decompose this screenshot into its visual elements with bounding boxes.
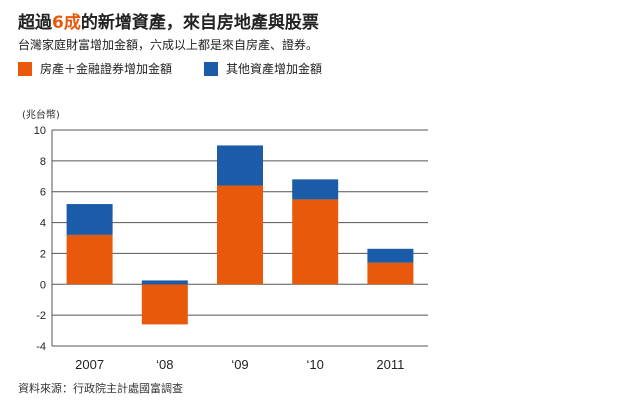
bar-orange-4 bbox=[367, 262, 414, 285]
legend-item-orange: 房產＋金融證券增加金額 bbox=[18, 60, 172, 77]
legend-label-orange: 房產＋金融證券增加金額 bbox=[40, 62, 173, 76]
chart-subtitle: 台灣家庭財富增加金額，六成以上都是來自房產、證券。 bbox=[18, 38, 319, 52]
title-highlight: 6成 bbox=[52, 13, 81, 33]
x-tick-label: 2011 bbox=[376, 357, 404, 372]
bar-blue-0 bbox=[66, 204, 113, 235]
bar-orange-3 bbox=[292, 199, 339, 285]
bar-blue-3 bbox=[292, 179, 339, 200]
bar-orange-0 bbox=[66, 234, 113, 285]
y-tick-label: 0 bbox=[40, 279, 46, 291]
x-tick-label: ‘10 bbox=[307, 357, 324, 372]
legend: 房產＋金融證券增加金額 其他資產增加金額 bbox=[18, 60, 354, 77]
y-tick-label: 6 bbox=[40, 187, 46, 199]
chart-title: 超過6成的新增資產，來自房地產與股票 bbox=[18, 8, 319, 33]
y-tick-label: -2 bbox=[36, 310, 46, 322]
y-tick-label: 2 bbox=[40, 248, 46, 260]
x-tick-label: 2007 bbox=[75, 357, 104, 372]
bar-blue-2 bbox=[217, 145, 263, 186]
bar-orange-1 bbox=[141, 284, 188, 325]
title-prefix: 超過 bbox=[18, 13, 52, 33]
title-suffix: 的新增資產，來自房地產與股票 bbox=[80, 13, 319, 33]
bar-orange-2 bbox=[217, 185, 263, 285]
legend-label-blue: 其他資產增加金額 bbox=[226, 62, 323, 76]
x-tick-label: ‘09 bbox=[231, 357, 248, 372]
y-tick-label: 4 bbox=[40, 218, 46, 230]
legend-item-blue: 其他資產增加金額 bbox=[204, 60, 322, 77]
x-tick-label: ‘08 bbox=[156, 357, 173, 372]
legend-swatch-blue bbox=[204, 61, 219, 76]
y-tick-label: -4 bbox=[36, 341, 46, 353]
source-note: 資料來源：行政院主計處國富調查 bbox=[18, 382, 183, 395]
bar-blue-4 bbox=[367, 248, 414, 263]
y-tick-label: 8 bbox=[40, 156, 46, 168]
y-axis-unit: (兆台幣) bbox=[22, 110, 60, 121]
legend-swatch-orange bbox=[18, 61, 32, 76]
y-tick-label: 10 bbox=[34, 125, 46, 137]
bar-blue-1 bbox=[141, 280, 188, 285]
